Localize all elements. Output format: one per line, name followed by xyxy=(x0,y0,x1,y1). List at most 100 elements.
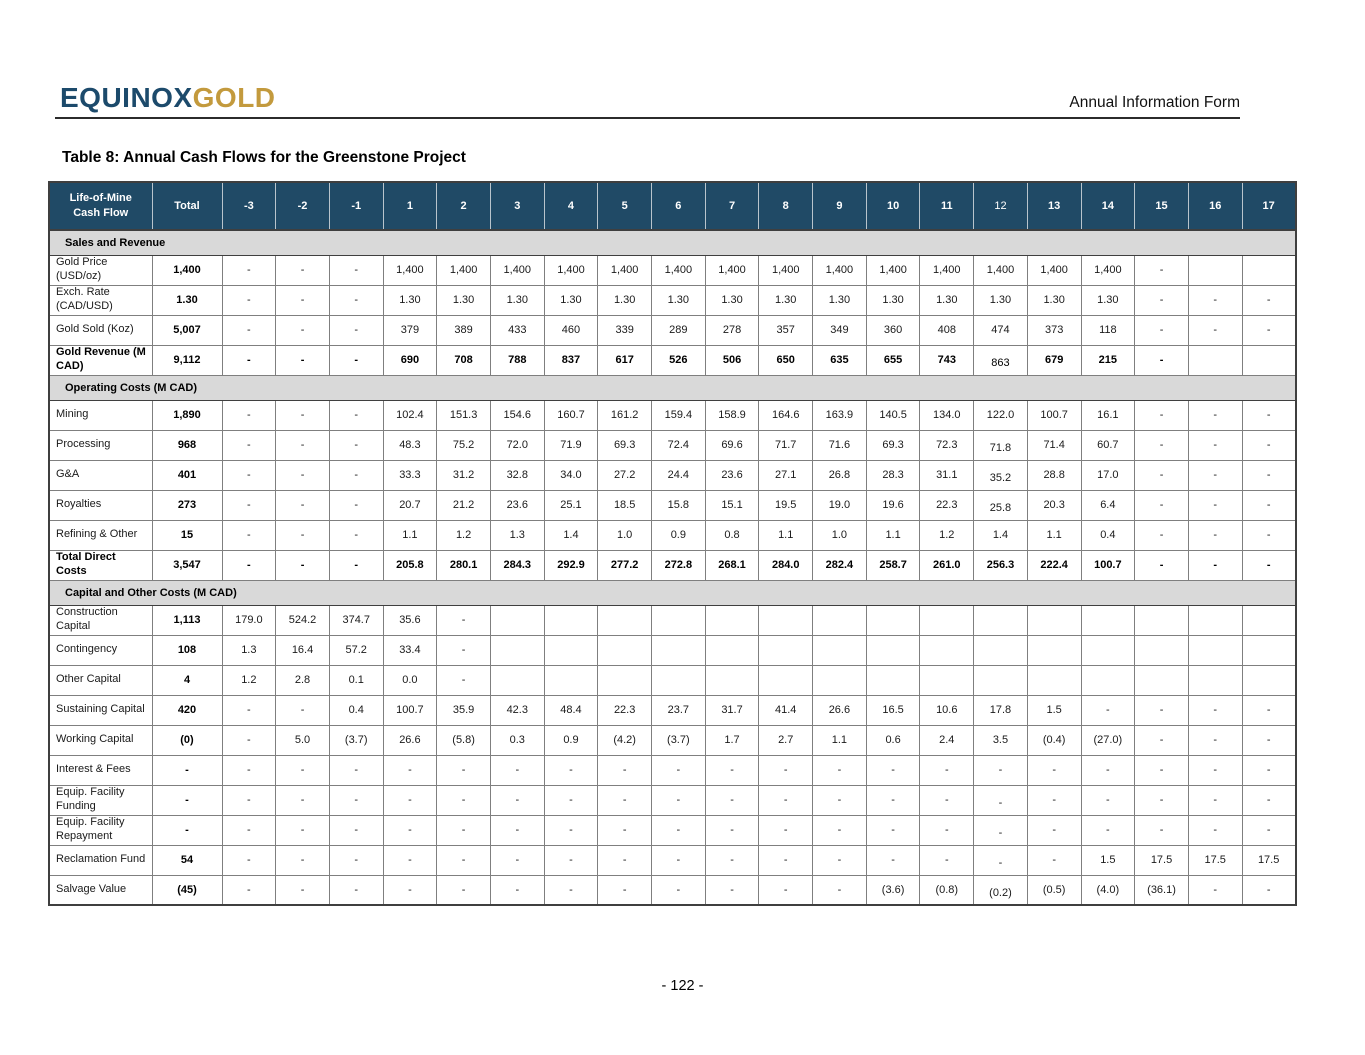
value-cell: 292.9 xyxy=(543,549,599,581)
value-cell: 26.6 xyxy=(812,694,867,726)
value-cell: - xyxy=(221,754,277,786)
value-cell: - xyxy=(1080,784,1136,816)
value-cell: - xyxy=(328,459,384,491)
value-cell: 0.0 xyxy=(382,664,438,696)
value-cell: - xyxy=(489,814,545,846)
value-cell: - xyxy=(597,784,652,816)
value-cell: 100.7 xyxy=(382,694,438,726)
table-row-other-capital: Other Capital 4 1.2 2.8 0.1 0.0- xyxy=(48,664,1297,696)
value-cell: 57.2 xyxy=(328,634,384,666)
value-cell: (0.4) xyxy=(1026,724,1082,756)
value-cell xyxy=(1026,604,1082,636)
value-cell: 357 xyxy=(758,314,814,346)
row-label: Construction Capital xyxy=(48,604,153,636)
value-cell: - xyxy=(1187,814,1243,846)
value-cell xyxy=(1187,664,1243,696)
value-cell: - xyxy=(597,814,652,846)
value-cell xyxy=(651,634,706,666)
value-cell xyxy=(489,604,545,636)
value-cell: - xyxy=(543,874,599,906)
value-cell: 6.4 xyxy=(1080,489,1136,521)
value-cell: 100.7 xyxy=(1026,399,1082,431)
column-header-14: 14 xyxy=(1081,182,1136,231)
value-cell xyxy=(597,604,652,636)
value-cell: 222.4 xyxy=(1026,549,1082,581)
value-cell: 743 xyxy=(919,344,975,376)
value-cell: 1.1 xyxy=(382,519,438,551)
value-cell: 1,400 xyxy=(382,254,438,286)
value-cell xyxy=(865,604,921,636)
value-cell: - xyxy=(221,254,277,286)
value-cell: - xyxy=(221,874,277,906)
value-cell: 31.1 xyxy=(919,459,975,491)
value-cell: 1.2 xyxy=(221,664,277,696)
value-cell: 25.1 xyxy=(543,489,599,521)
value-cell: - xyxy=(221,549,277,581)
value-cell: 1,400 xyxy=(973,254,1028,286)
section-label: Capital and Other Costs (M CAD) xyxy=(49,579,1296,606)
value-cell: 1.30 xyxy=(1080,284,1136,316)
value-cell: - xyxy=(1187,314,1243,346)
value-cell: 0.9 xyxy=(543,724,599,756)
row-label: Processing xyxy=(48,429,153,461)
value-cell: - xyxy=(275,254,330,286)
value-cell: - xyxy=(221,724,277,756)
value-cell: - xyxy=(328,429,384,461)
value-cell: 282.4 xyxy=(812,549,867,581)
value-cell xyxy=(704,604,760,636)
value-cell: 635 xyxy=(812,344,867,376)
value-cell: - xyxy=(275,844,330,876)
value-cell: 655 xyxy=(865,344,921,376)
value-cell: 1,400 xyxy=(812,254,867,286)
value-cell: 140.5 xyxy=(865,399,921,431)
value-cell: - xyxy=(1187,549,1243,581)
value-cell: 289 xyxy=(651,314,706,346)
row-label: Sustaining Capital xyxy=(48,694,153,726)
value-cell: 72.0 xyxy=(489,429,545,461)
value-cell: 18.5 xyxy=(597,489,652,521)
value-cell: 2.8 xyxy=(275,664,330,696)
table-row-mining: Mining 1,890- - -102.4 151.3 154.6 160.7 161.2 1… xyxy=(48,399,1297,431)
value-cell xyxy=(543,664,599,696)
value-cell: 2.4 xyxy=(919,724,975,756)
value-cell: 34.0 xyxy=(543,459,599,491)
value-cell: - xyxy=(812,874,867,906)
value-cell: - xyxy=(543,754,599,786)
value-cell: 617 xyxy=(597,344,652,376)
value-cell xyxy=(1134,664,1189,696)
value-cell: 0.3 xyxy=(489,724,545,756)
value-cell: 60.7 xyxy=(1080,429,1136,461)
value-cell: 339 xyxy=(597,314,652,346)
value-cell: - xyxy=(973,754,1028,786)
total-cell: 1,113 xyxy=(151,604,223,636)
value-cell: 35.6 xyxy=(382,604,438,636)
value-cell: 41.4 xyxy=(758,694,814,726)
value-cell: 160.7 xyxy=(543,399,599,431)
value-cell: - xyxy=(1187,284,1243,316)
cash-flow-table-container: Life-of-Mine Cash Flow Total -3 -2 -1 1 2 3 4 5 6 7… xyxy=(48,181,1297,906)
value-cell: - xyxy=(221,399,277,431)
value-cell: 69.3 xyxy=(597,429,652,461)
value-cell: - xyxy=(865,814,921,846)
value-cell: 1.30 xyxy=(597,284,652,316)
value-cell: - xyxy=(436,634,491,666)
value-cell: - xyxy=(543,784,599,816)
value-cell: - xyxy=(1241,489,1297,521)
value-cell: 205.8 xyxy=(382,549,438,581)
value-cell: - xyxy=(1134,399,1189,431)
value-cell: - xyxy=(865,844,921,876)
value-cell: - xyxy=(221,814,277,846)
value-cell xyxy=(1187,604,1243,636)
column-header-Total: Total xyxy=(152,182,223,231)
value-cell: 33.3 xyxy=(382,459,438,491)
value-cell xyxy=(1080,664,1136,696)
row-label: Equip. Facility Repayment xyxy=(48,814,153,846)
value-cell: 75.2 xyxy=(436,429,491,461)
value-cell: 71.4 xyxy=(1026,429,1082,461)
value-cell: 215 xyxy=(1080,344,1136,376)
value-cell: - xyxy=(1026,844,1082,876)
value-cell: - xyxy=(651,874,706,906)
value-cell: 71.6 xyxy=(812,429,867,461)
value-cell: 19.6 xyxy=(865,489,921,521)
value-cell: - xyxy=(1134,549,1189,581)
